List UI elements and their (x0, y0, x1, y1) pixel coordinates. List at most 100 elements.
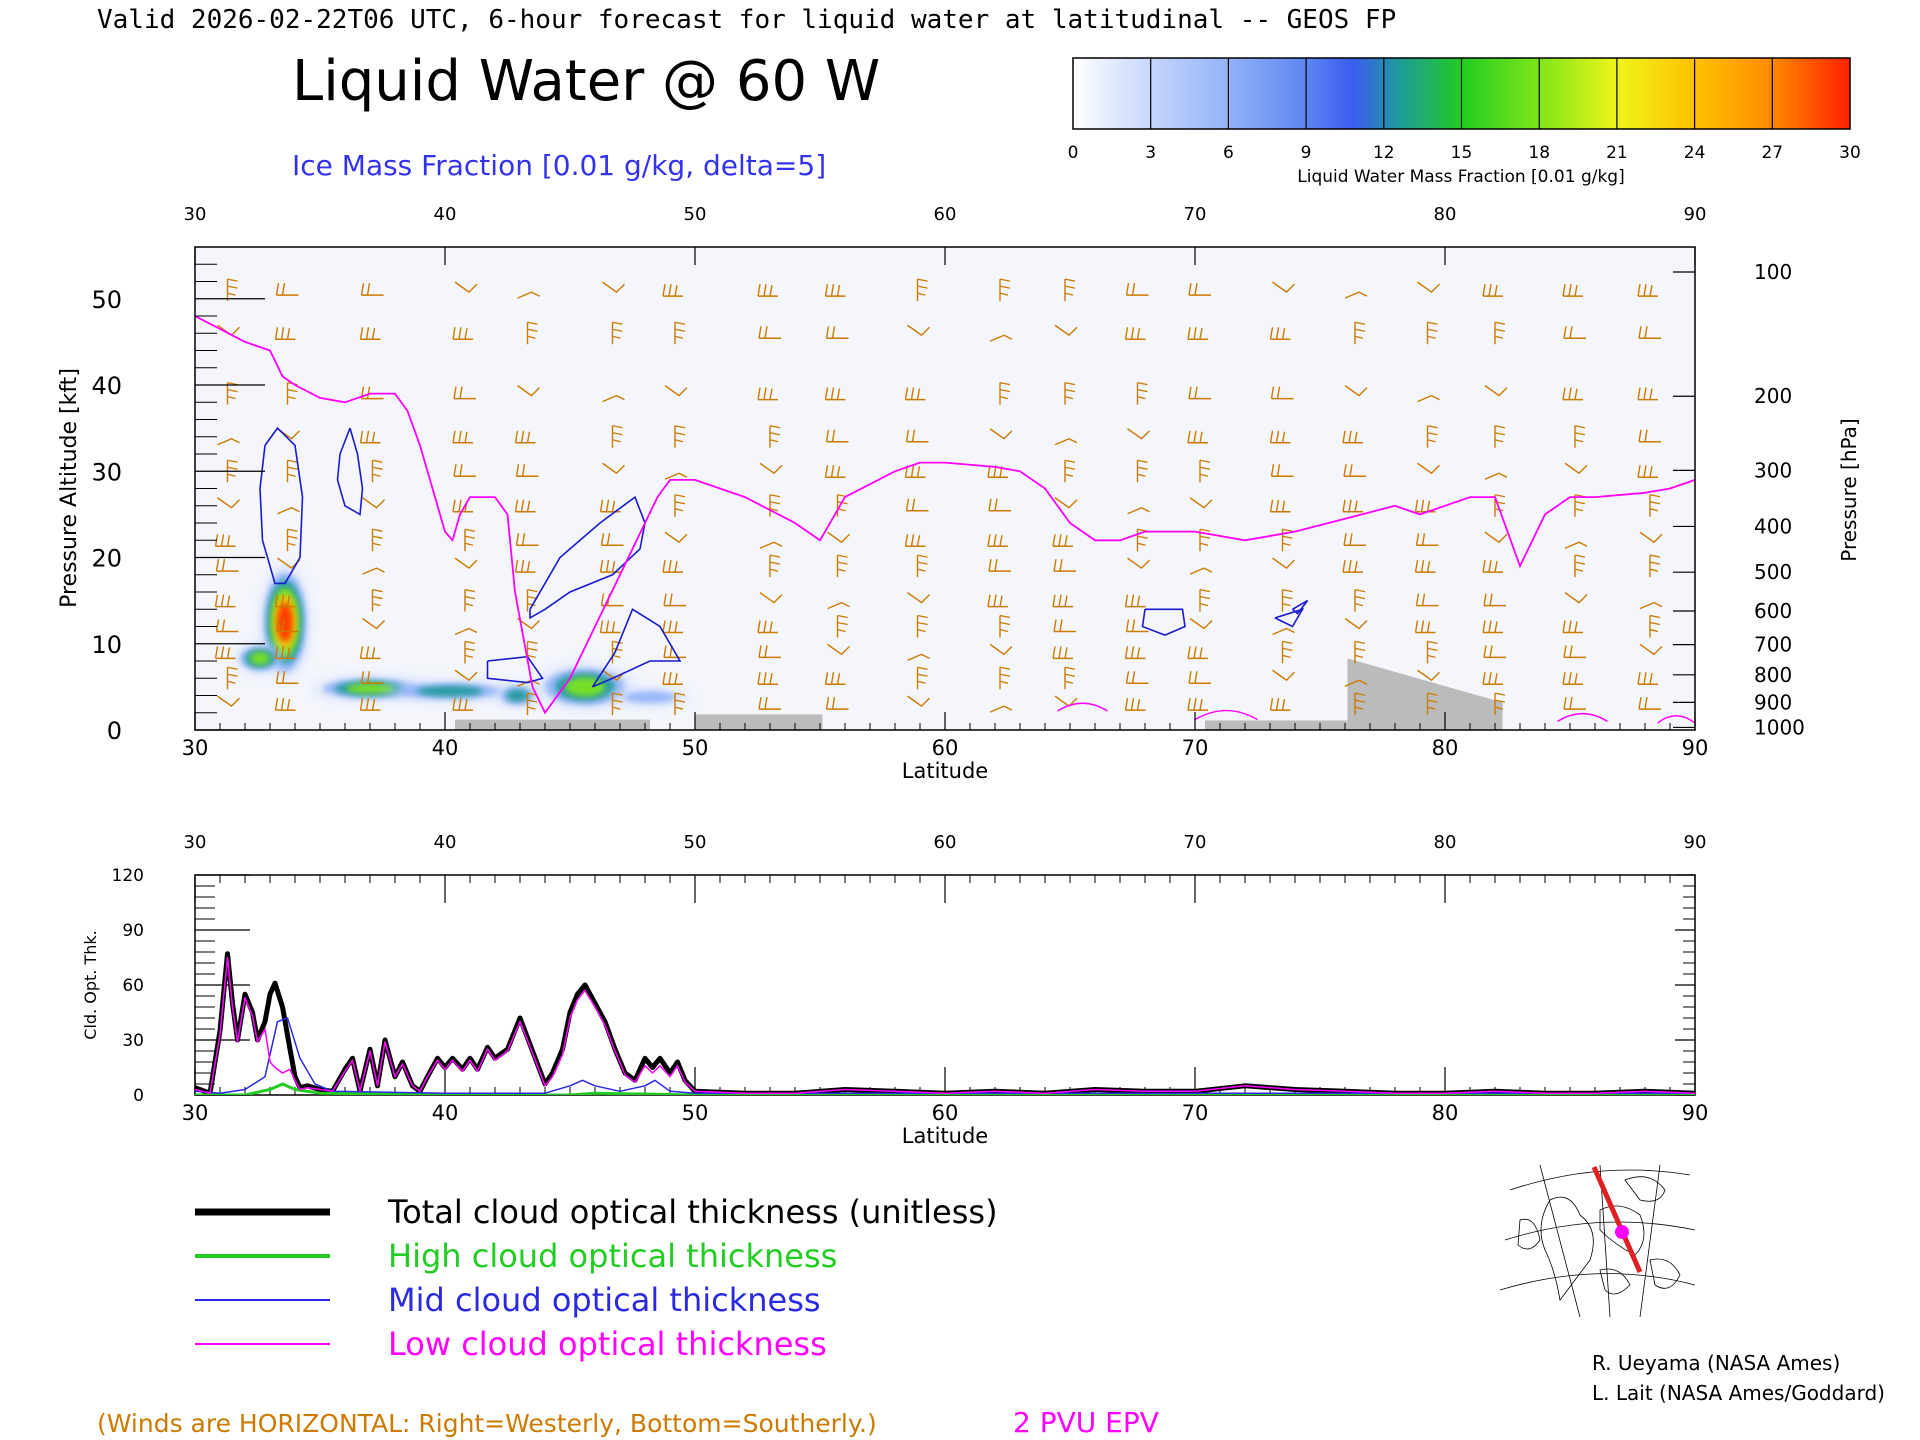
pv-fragment (1657, 715, 1695, 724)
wind-barb (1649, 494, 1661, 517)
wind-barb (453, 386, 476, 400)
colorbar-tick-label: 27 (1761, 143, 1783, 163)
wind-barb (454, 557, 478, 570)
wind-barb (526, 692, 538, 716)
x-tick-label: 50 (682, 736, 709, 760)
wind-barb (1124, 327, 1146, 340)
wind-barb (836, 554, 848, 578)
wind-barb (769, 425, 781, 448)
wind-barb (1342, 560, 1363, 573)
wind-barb (758, 645, 781, 659)
wind-barb (905, 429, 929, 443)
x-tick-label: 90 (1682, 736, 1709, 760)
wind-barb (1354, 321, 1366, 345)
credit-ueyama: R. Ueyama (NASA Ames) (1592, 1351, 1840, 1375)
optical-thickness-chart: 30 30 40 40 50 50 60 60 70 70 80 80 90 90 0 30 60 90 120 L… (81, 832, 1708, 1148)
wind-barb (1053, 559, 1076, 572)
wind-barb (1124, 594, 1146, 608)
pressure-tick-label: 300 (1754, 458, 1792, 482)
wind-barb (362, 497, 385, 509)
colorbar-tick-label: 3 (1145, 143, 1156, 163)
pv-fragment (1194, 710, 1258, 721)
winds-note: (Winds are HORIZONTAL: Right=Westerly, B… (97, 1409, 877, 1438)
wind-barb (1482, 672, 1503, 685)
liquid-water-blob (235, 643, 285, 674)
wind-barb (1563, 326, 1586, 339)
wind-barb (1281, 640, 1293, 664)
x-tick-label-top: 30 (184, 204, 207, 225)
liquid-water-blob (609, 688, 691, 707)
wind-barb (362, 567, 385, 575)
wind-barb (275, 283, 299, 296)
wind-barb (907, 653, 930, 662)
liquid-water-blob (495, 683, 540, 708)
wind-barb (1269, 698, 1291, 711)
wind-barb (1127, 506, 1150, 515)
wind-barb (1281, 528, 1293, 552)
wind-barb (1064, 381, 1076, 405)
y-tick-label: 60 (122, 976, 144, 996)
wind-barb (757, 284, 778, 297)
wind-barb (989, 643, 1013, 656)
wind-barb (827, 643, 850, 656)
colorbar-tick-label: 15 (1451, 143, 1473, 163)
wind-barb (226, 278, 238, 302)
wind-barb (215, 619, 239, 633)
wind-barb (824, 387, 846, 401)
wind-barb (999, 666, 1011, 690)
wind-barb (1272, 281, 1295, 294)
x-tick-label-top: 40 (434, 204, 457, 225)
wind-barb (1054, 324, 1078, 337)
wind-barb (1563, 645, 1586, 659)
wind-barb (1199, 528, 1211, 552)
liquid-water-blob (382, 680, 518, 702)
wind-barb (989, 428, 1013, 440)
wind-barb (1187, 646, 1208, 660)
ice-contour (1274, 607, 1305, 628)
wind-barb (215, 559, 239, 572)
contour-label: Ice Mass Fraction [0.01 g/kg, delta=5] (292, 149, 826, 182)
wind-barb (359, 327, 381, 340)
wind-barb (1125, 671, 1149, 684)
ice-contour (591, 608, 682, 688)
wind-barb (1053, 619, 1076, 633)
wind-barb (907, 592, 930, 604)
wind-barb (1125, 619, 1149, 633)
legend-label: Mid cloud optical thickness (388, 1281, 821, 1319)
optical-thickness-xlabel: Latitude (902, 1124, 988, 1148)
pressure-tick-label: 500 (1754, 560, 1792, 584)
wind-barb (1189, 567, 1213, 575)
pressure-tick-label: 200 (1754, 384, 1792, 408)
wind-barb (286, 459, 298, 483)
wind-barb (1344, 617, 1368, 630)
wind-barb (514, 499, 536, 513)
wind-barb (452, 430, 473, 444)
wind-barb (1482, 560, 1503, 573)
wind-barb (226, 666, 238, 690)
x-tick-label: 60 (932, 736, 959, 760)
legend-label: Total cloud optical thickness (unitless) (387, 1193, 998, 1231)
wind-barb (1414, 620, 1436, 634)
wind-barb (1187, 698, 1208, 711)
wind-barb (214, 594, 236, 608)
wind-barb (664, 531, 688, 544)
wind-barb (999, 381, 1011, 405)
wind-barb (1574, 494, 1586, 517)
wind-barb (1483, 645, 1506, 659)
pv-label: 2 PVU EPV (1013, 1406, 1159, 1439)
wind-barb (1637, 672, 1658, 685)
wind-barb (1637, 387, 1658, 401)
wind-barb (907, 695, 930, 708)
wind-barb (464, 528, 476, 552)
y-tick-label: 0 (107, 717, 122, 745)
pv-fragment (1557, 712, 1608, 722)
wind-barb (1269, 499, 1291, 513)
wind-barb (274, 646, 296, 660)
wind-barb (1562, 284, 1583, 297)
wind-barb (515, 464, 539, 477)
wind-barb (916, 554, 928, 578)
x-tick-label: 40 (432, 736, 459, 760)
ice-contour (486, 655, 544, 684)
wind-barb (1417, 394, 1440, 403)
wind-barb (825, 697, 849, 710)
